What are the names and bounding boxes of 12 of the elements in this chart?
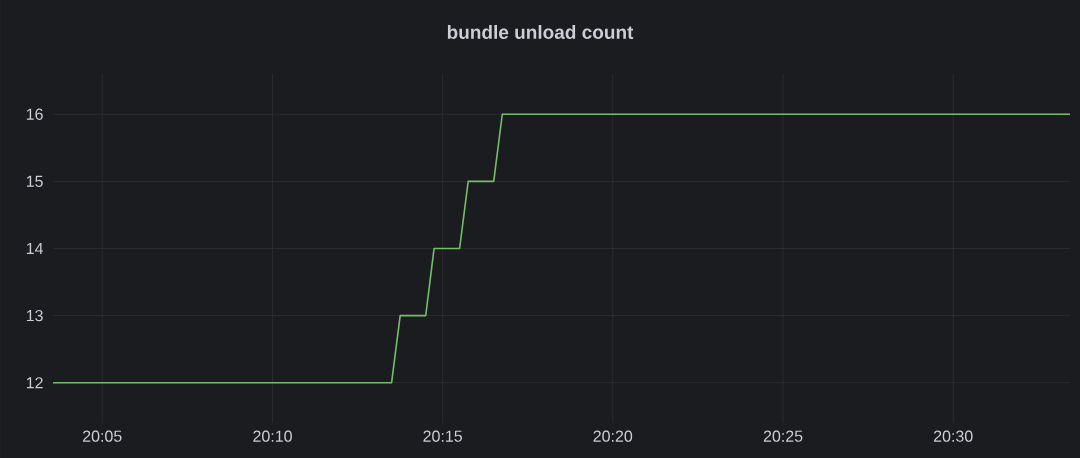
chart-title: bundle unload count	[447, 25, 634, 39]
x-tick-label: 20:20	[593, 430, 633, 442]
y-tick-label: 16	[26, 108, 43, 120]
x-tick-label: 20:15	[423, 430, 462, 442]
x-tick-label: 20:05	[83, 430, 122, 442]
y-tick-label: 12	[26, 377, 43, 389]
y-tick-label: 13	[26, 309, 43, 322]
x-tick-label: 20:25	[763, 430, 803, 442]
y-tick-label: 15	[26, 175, 43, 187]
x-tick-label: 20:10	[253, 430, 292, 442]
y-tick-label: 14	[26, 242, 43, 254]
x-tick-label: 20:30	[933, 430, 973, 442]
